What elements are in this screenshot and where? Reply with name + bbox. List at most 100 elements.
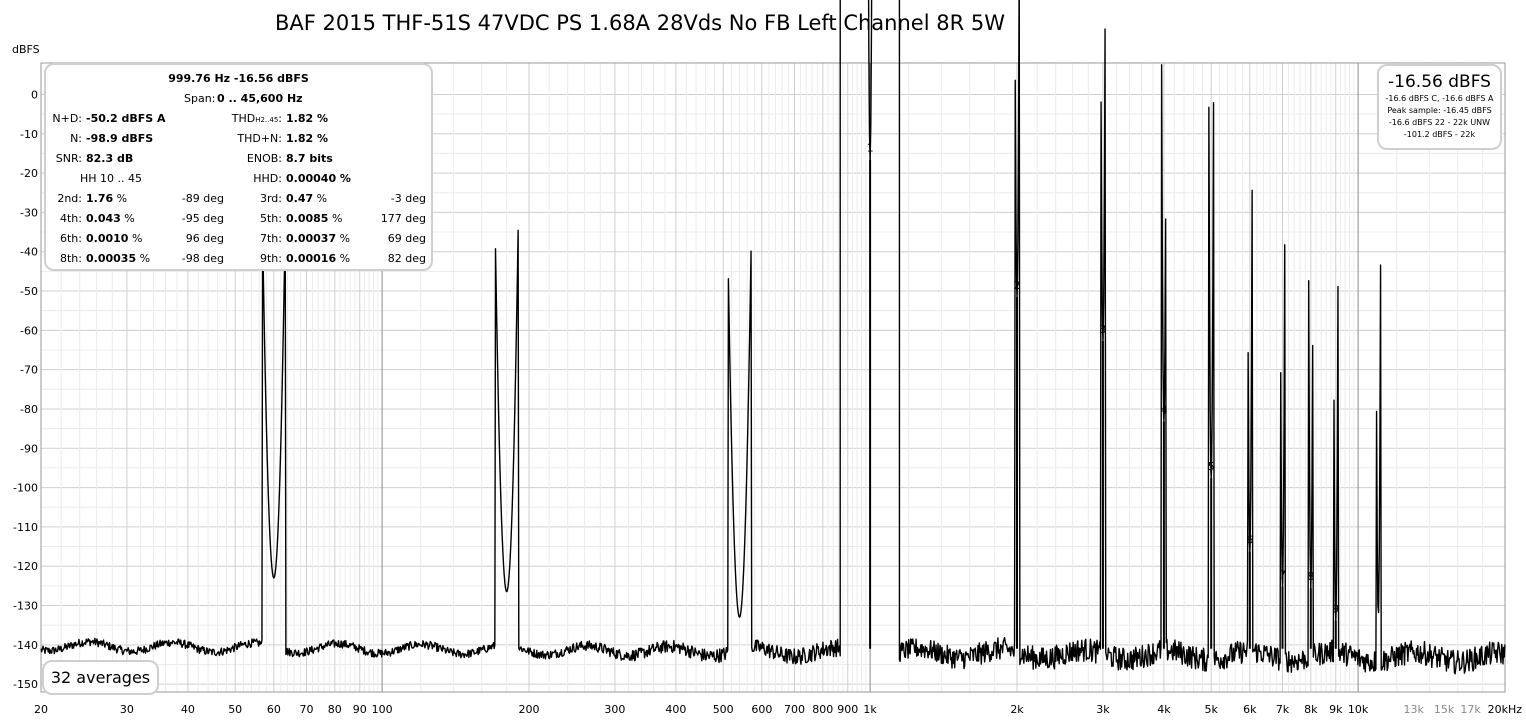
harmonic-value-number: 0.0010 — [86, 232, 129, 245]
x-tick-label: 70 — [300, 703, 314, 716]
x-tick-label: 17k — [1460, 703, 1481, 716]
x-tick-label: 7k — [1276, 703, 1290, 716]
harmonic-row: 8th: 0.00035 % -98 deg 9th: 0.00016 % 82 deg — [46, 249, 431, 269]
x-tick-label: 600 — [751, 703, 772, 716]
harmonic-phase: 177 deg — [380, 212, 426, 225]
x-tick-label: 9k — [1329, 703, 1343, 716]
harmonic-value-number: 1.76 — [86, 192, 114, 205]
harmonic-value-number: 0.00037 — [286, 232, 337, 245]
x-tick-label: 300 — [604, 703, 625, 716]
snr-row: SNR: 82.3 dB ENOB: 8.7 bits — [46, 149, 431, 169]
harmonic-row: 2nd: 1.76 % -89 deg 3rd: 0.47 % -3 deg — [46, 189, 431, 209]
percent-unit: % — [139, 252, 151, 265]
x-tick-label: 15k — [1434, 703, 1455, 716]
x-tick-label: 50 — [228, 703, 242, 716]
x-tick-label: 8k — [1304, 703, 1318, 716]
thd-value: 1.82 % — [286, 112, 328, 125]
harmonic-phase: -89 deg — [181, 192, 224, 205]
hhd-label: HHD: — [253, 172, 282, 185]
y-axis-ticks: 0 -10 -20 -30 -40 -50 -60 -70 -80 -90 -100 -110 -120… — [13, 88, 38, 691]
y-tick-label: -140 — [13, 639, 38, 652]
harmonic-row: 6th: 0.0010 % 96 deg 7th: 0.00037 % 69 deg — [46, 229, 431, 249]
x-tick-label: 20kHz — [1488, 703, 1523, 716]
harmonic-phase: -98 deg — [181, 252, 224, 265]
x-tick-label: 4k — [1157, 703, 1171, 716]
spectrum-trace — [40, 0, 1506, 675]
enob-label: ENOB: — [246, 152, 282, 165]
harmonic-value: 0.0085 % — [286, 209, 342, 229]
y-tick-label: -50 — [20, 285, 38, 298]
harmonic-table: 2nd: 1.76 % -89 deg 3rd: 0.47 % -3 deg 4th: 0.0… — [46, 189, 431, 269]
harmonic-label: 2nd: — [57, 192, 82, 205]
level-main-readout: -16.56 dBFS — [1388, 72, 1491, 92]
thd-label: THDH2..45: — [196, 109, 282, 130]
level-unweighted: -16.6 dBFS 22 - 22k UNW — [1388, 118, 1491, 127]
harmonic-value: 0.00037 % — [286, 229, 350, 249]
x-tick-label: 20 — [34, 703, 48, 716]
snr-label: SNR: — [55, 152, 82, 165]
harmonic-value: 0.47 % — [286, 189, 327, 209]
statistics-panel[interactable]: 999.76 Hz -16.56 dBFS Span: 0 .. 45,600 … — [44, 63, 433, 271]
harmonic-number-label: 5 — [1208, 460, 1215, 473]
level-peak-sample: Peak sample: -16.45 dBFS — [1387, 106, 1492, 115]
x-tick-label: 80 — [328, 703, 342, 716]
y-tick-label: -10 — [20, 128, 38, 141]
harmonic-number-label: 6 — [1246, 534, 1253, 547]
thd-label-sub: H2..45 — [255, 116, 279, 124]
level-weighted: -16.6 dBFS C, -16.6 dBFS A — [1385, 94, 1494, 103]
nd-label: N+D: — [52, 112, 82, 125]
snr-value: 82.3 dB — [86, 152, 134, 165]
y-axis-unit-label: dBFS — [12, 43, 40, 56]
harmonic-number-label: 1 — [867, 142, 874, 155]
x-tick-label: 40 — [181, 703, 195, 716]
harmonic-number-label: 2 — [1014, 279, 1021, 292]
y-tick-label: -90 — [20, 442, 38, 455]
n-row: N: -98.9 dBFS THD+N: 1.82 % — [46, 129, 431, 149]
nd-value: -50.2 dBFS A — [86, 112, 166, 125]
y-tick-label: -30 — [20, 206, 38, 219]
harmonic-number-label: 9 — [1332, 602, 1339, 615]
y-tick-label: -20 — [20, 167, 38, 180]
plot-frame — [40, 62, 1506, 693]
harmonic-number-label: 8 — [1307, 570, 1314, 583]
harmonic-value: 0.00016 % — [286, 249, 350, 269]
x-tick-label: 1k — [863, 703, 877, 716]
percent-unit: % — [131, 232, 143, 245]
y-tick-label: -150 — [13, 678, 38, 691]
harmonic-number-label: 7 — [1279, 569, 1286, 582]
x-tick-label: 6k — [1243, 703, 1257, 716]
y-tick-label: -130 — [13, 600, 38, 613]
harmonic-phase: 69 deg — [387, 232, 426, 245]
span-value: 0 .. 45,600 Hz — [217, 92, 303, 105]
level-panel[interactable]: -16.56 dBFS -16.6 dBFS C, -16.6 dBFS A P… — [1377, 64, 1502, 150]
harmonic-number-label: 3 — [1099, 323, 1106, 336]
x-tick-label: 200 — [519, 703, 540, 716]
x-tick-label: 800 — [812, 703, 833, 716]
harmonic-label: 8th: — [60, 252, 82, 265]
percent-unit: % — [331, 212, 343, 225]
span-row: Span: 0 .. 45,600 Hz — [46, 89, 431, 109]
x-tick-label: 2k — [1010, 703, 1024, 716]
y-tick-label: -120 — [13, 560, 38, 573]
fundamental-row: 999.76 Hz -16.56 dBFS — [46, 69, 431, 89]
harmonic-label: 5th: — [260, 212, 282, 225]
averages-label: 32 averages — [50, 668, 151, 687]
x-tick-label: 30 — [120, 703, 134, 716]
harmonic-phase: 96 deg — [185, 232, 224, 245]
percent-unit: % — [124, 212, 135, 225]
hhd-value: 0.00040 % — [286, 172, 351, 185]
x-axis-ticks: 20 30 40 50 60 70 80 90 100 200 300 400 500 600 700 800… — [34, 703, 1522, 716]
chart-title: BAF 2015 THF-51S 47VDC PS 1.68A 28Vds No… — [275, 11, 1005, 35]
harmonic-value-number: 0.00035 — [86, 252, 137, 265]
x-tick-label: 700 — [784, 703, 805, 716]
harmonic-label: 4th: — [60, 212, 82, 225]
harmonic-label: 9th: — [260, 252, 282, 265]
harmonic-value-number: 0.47 — [286, 192, 314, 205]
x-tick-label: 3k — [1096, 703, 1110, 716]
percent-unit: % — [339, 232, 351, 245]
percent-unit: % — [339, 252, 351, 265]
x-tick-label: 90 — [353, 703, 367, 716]
harmonic-value: 0.043 % — [86, 209, 135, 229]
harmonic-value: 0.0010 % — [86, 229, 142, 249]
harmonic-value-number: 0.0085 — [286, 212, 329, 225]
